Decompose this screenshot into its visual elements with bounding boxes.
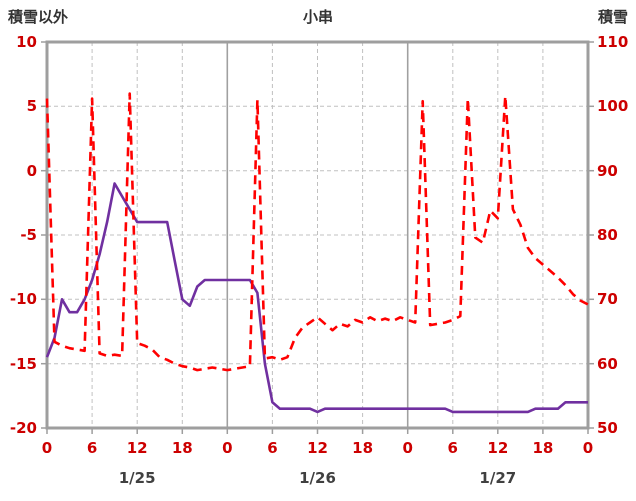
left-axis-tick-label: 0 <box>26 161 37 180</box>
x-axis-tick-label: 0 <box>222 439 233 457</box>
right-axis-tick-label: 50 <box>597 419 618 437</box>
x-axis-tick-label: 12 <box>307 439 328 457</box>
x-axis-tick-label: 12 <box>126 439 148 457</box>
left-axis-title: 積雪以外 <box>8 8 69 26</box>
left-axis-tick-label: 5 <box>26 97 37 116</box>
right-axis-tick-label: 110 <box>597 33 629 51</box>
x-axis-tick-label: 6 <box>86 439 98 457</box>
chart-title: 小串 <box>302 8 333 26</box>
left-axis-tick-label: -20 <box>9 419 37 437</box>
x-axis-tick-label: 6 <box>267 439 278 457</box>
right-axis-title: 積雪 <box>597 8 628 26</box>
x-axis-date-label: 1/26 <box>299 469 336 487</box>
right-axis-tick-label: 70 <box>597 290 618 309</box>
x-axis-tick-label: 12 <box>487 439 509 457</box>
x-axis-tick-label: 0 <box>41 439 53 457</box>
left-axis-tick-label: 10 <box>16 33 37 51</box>
x-axis-tick-label: 18 <box>352 439 374 457</box>
left-axis-tick-label: -5 <box>20 226 37 244</box>
x-axis-tick-label: 18 <box>532 439 554 457</box>
x-axis-tick-label: 0 <box>402 439 413 457</box>
right-axis-tick-label: 90 <box>597 161 618 180</box>
x-axis-tick-label: 6 <box>447 439 458 457</box>
right-axis-tick-label: 60 <box>597 354 618 373</box>
right-axis-tick-label: 80 <box>597 226 618 244</box>
left-axis-tick-label: -10 <box>9 290 37 309</box>
x-axis-date-label: 1/25 <box>118 469 156 487</box>
x-axis-tick-label: 0 <box>582 439 594 457</box>
right-axis-tick-label: 100 <box>597 97 629 116</box>
x-axis-tick-label: 18 <box>171 439 193 457</box>
x-axis-date-label: 1/27 <box>479 469 517 487</box>
left-axis-tick-label: -15 <box>9 354 37 373</box>
